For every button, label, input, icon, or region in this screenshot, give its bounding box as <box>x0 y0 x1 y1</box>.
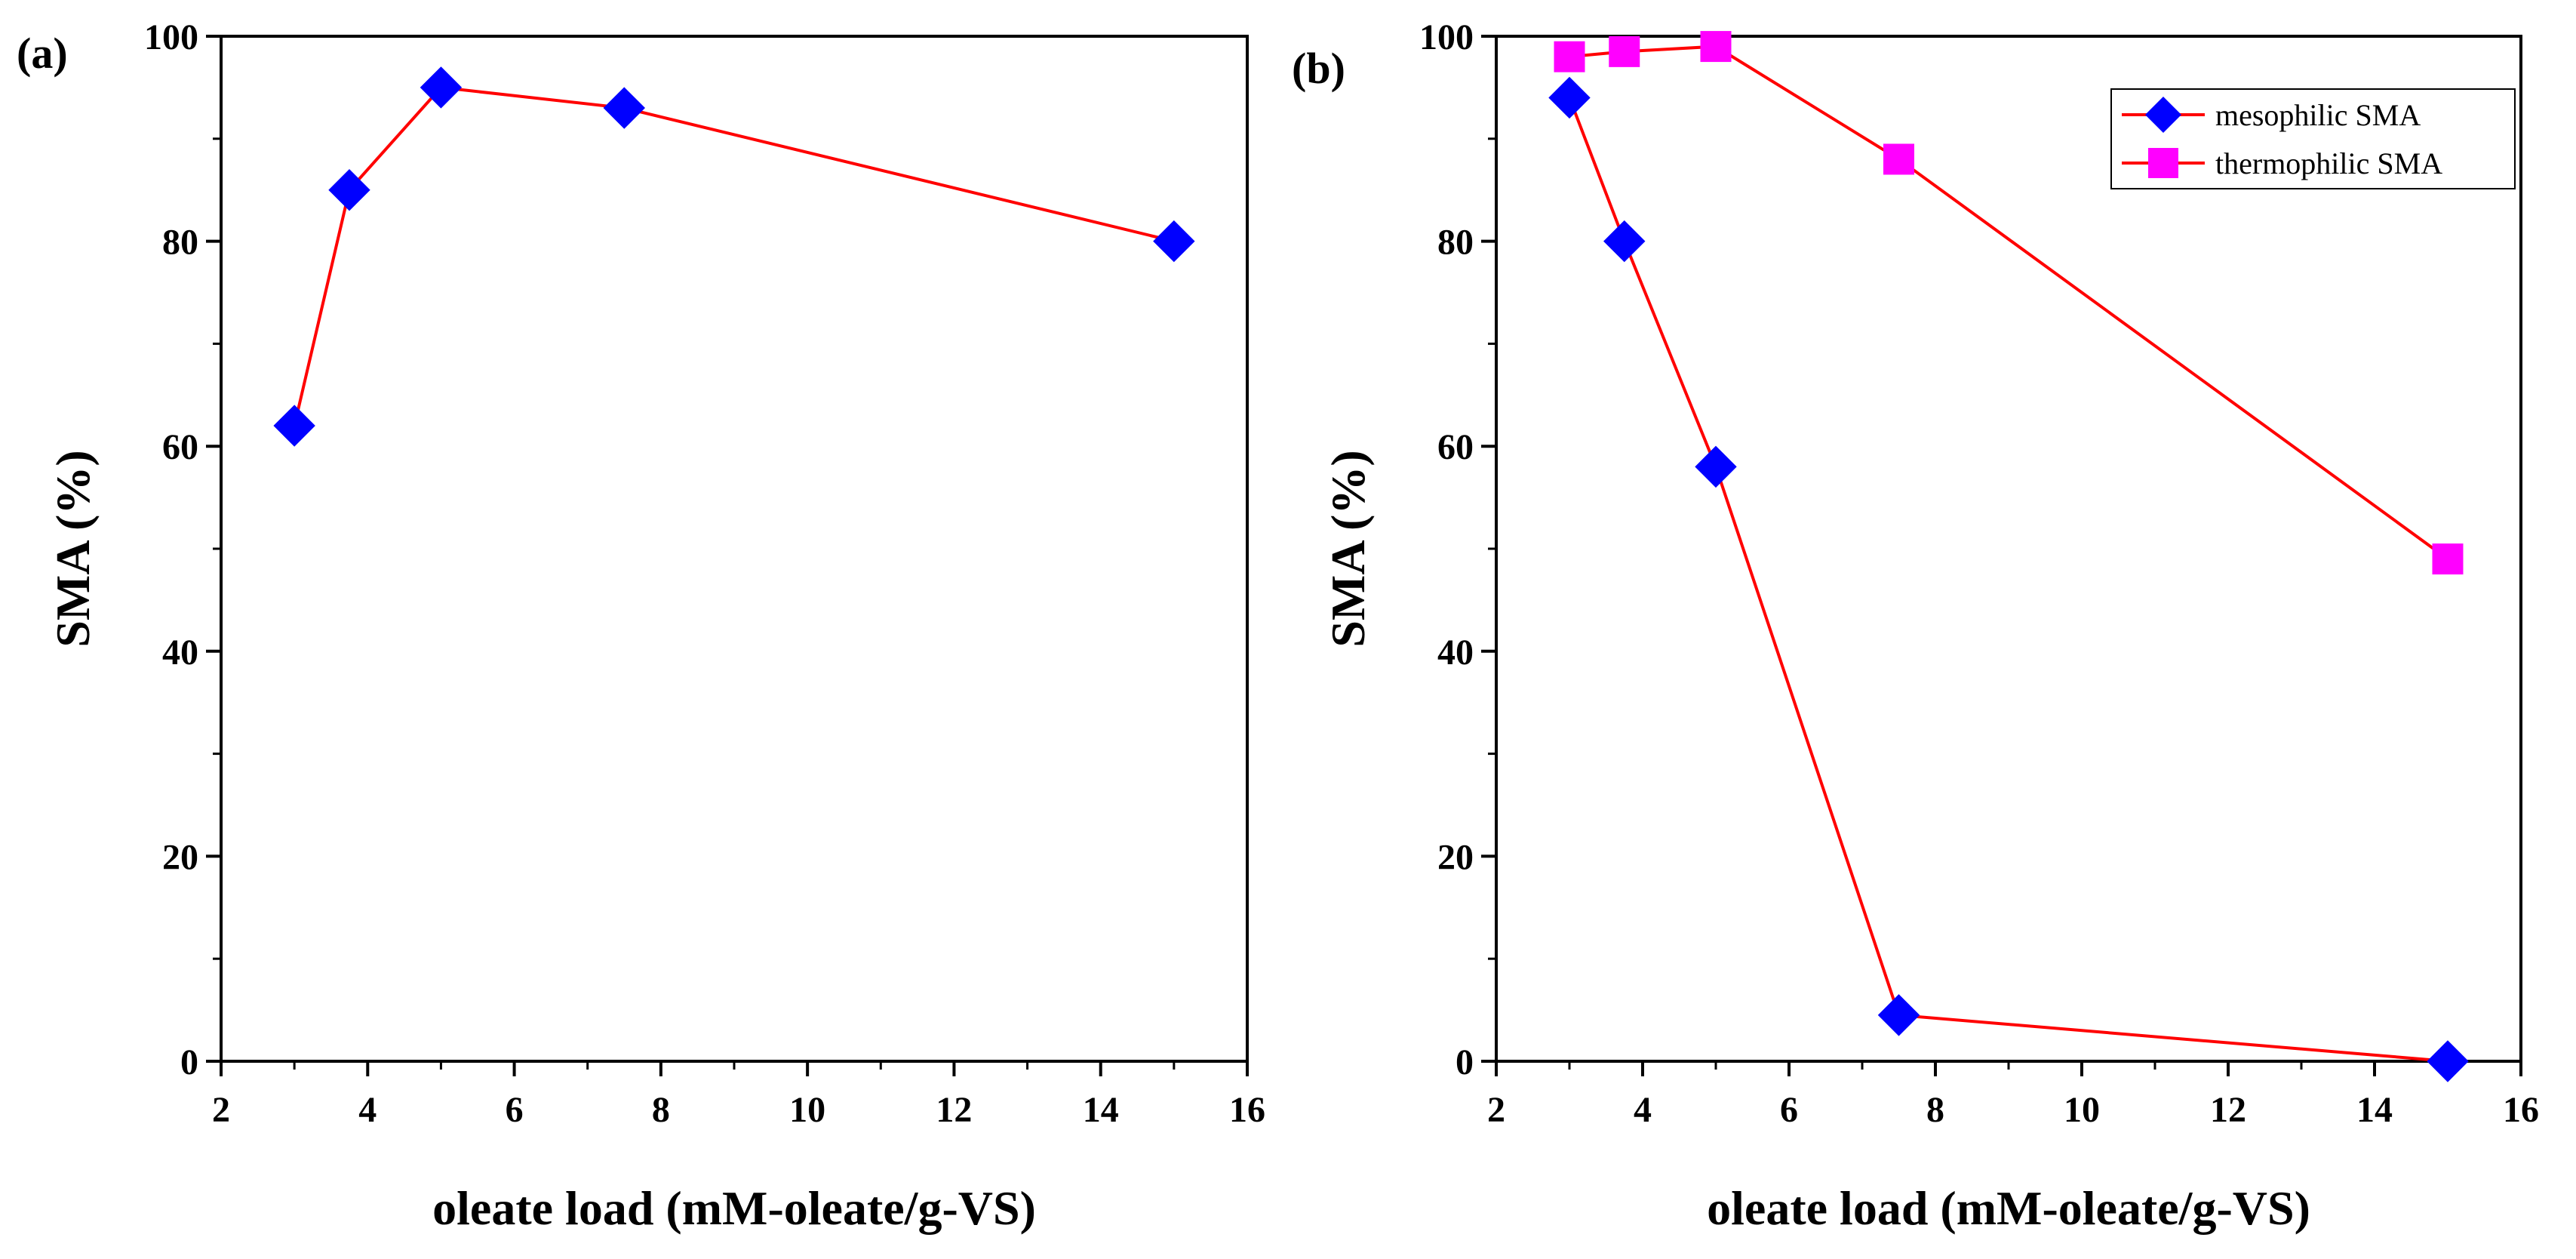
legend-marker-diamond <box>2145 97 2181 133</box>
chart-panel-a: 2 4 6 8 10 12 14 16 0 20 40 60 80 100 oleate load (mM-… <box>17 17 1265 1235</box>
x-tick-label: 16 <box>1229 1090 1265 1130</box>
x-tick-label: 16 <box>2503 1090 2539 1130</box>
y-tick-label: 0 <box>180 1042 198 1082</box>
data-point-diamond <box>328 168 370 211</box>
data-point-square <box>1883 143 1914 175</box>
chart-panel-b: 2 4 6 8 10 12 14 16 0 20 40 60 80 100 oleate load (mM-… <box>1292 17 2539 1235</box>
legend-label: thermophilic SMA <box>2215 146 2442 180</box>
x-axis-title: oleate load (mM-oleate/g-VS) <box>432 1181 1036 1235</box>
data-point-square <box>1554 41 1585 72</box>
x-tick-label: 14 <box>2356 1090 2393 1130</box>
y-tick-label: 0 <box>1456 1042 1474 1082</box>
y-tick-label: 100 <box>144 17 198 57</box>
y-axis-title: SMA (%) <box>1321 450 1375 647</box>
panel-label: (a) <box>17 29 68 78</box>
x-tick-label: 4 <box>1634 1090 1652 1130</box>
x-tick-label: 12 <box>936 1090 972 1130</box>
data-point-diamond <box>1695 445 1737 488</box>
plot-frame <box>220 35 1249 1063</box>
legend-label: mesophilic SMA <box>2215 98 2421 132</box>
data-point-diamond <box>2427 1040 2469 1082</box>
panel-label: (b) <box>1292 44 1345 93</box>
data-point-square <box>2432 543 2464 575</box>
y-axis-title: SMA (%) <box>46 450 100 647</box>
y-tick-label: 80 <box>1437 223 1474 263</box>
y-tick-label: 100 <box>1419 17 1474 57</box>
x-tick-label: 12 <box>2210 1090 2246 1130</box>
x-tick-label: 2 <box>212 1090 230 1130</box>
data-point-diamond <box>1603 220 1646 263</box>
y-tick-label: 60 <box>162 427 198 467</box>
x-tick-label: 10 <box>789 1090 825 1130</box>
y-tick-label: 20 <box>162 837 198 877</box>
x-tick-label: 8 <box>652 1090 670 1130</box>
x-tick-label: 14 <box>1083 1090 1119 1130</box>
plot-frame <box>1495 35 2522 1063</box>
data-point-diamond <box>1877 994 1920 1036</box>
data-point-diamond <box>273 405 315 447</box>
data-point-square <box>1609 35 1640 67</box>
y-tick-label: 80 <box>162 223 198 263</box>
data-point-diamond <box>1548 76 1591 119</box>
series-line-mesophilic-sma <box>1568 97 2448 1063</box>
data-point-diamond <box>603 87 645 129</box>
data-point-square <box>1700 31 1732 63</box>
legend: mesophilic SMA thermophilic SMA <box>2110 88 2516 189</box>
x-tick-label: 8 <box>1926 1090 1944 1130</box>
legend-box <box>2110 88 2516 189</box>
x-axis-title: oleate load (mM-oleate/g-VS) <box>1707 1181 2310 1235</box>
x-tick-label: 10 <box>2064 1090 2100 1130</box>
data-point-diamond <box>420 66 463 109</box>
legend-marker-square <box>2148 148 2178 178</box>
x-tick-label: 4 <box>358 1090 377 1130</box>
y-tick-label: 40 <box>1437 633 1474 673</box>
y-tick-label: 60 <box>1437 427 1474 467</box>
data-point-diamond <box>1153 220 1195 263</box>
y-tick-label: 20 <box>1437 837 1474 877</box>
x-tick-label: 6 <box>506 1090 524 1130</box>
x-tick-label: 2 <box>1487 1090 1505 1130</box>
y-tick-label: 40 <box>162 633 198 673</box>
series-line-mesophilic-sma <box>293 85 1175 426</box>
x-tick-label: 6 <box>1780 1090 1798 1130</box>
